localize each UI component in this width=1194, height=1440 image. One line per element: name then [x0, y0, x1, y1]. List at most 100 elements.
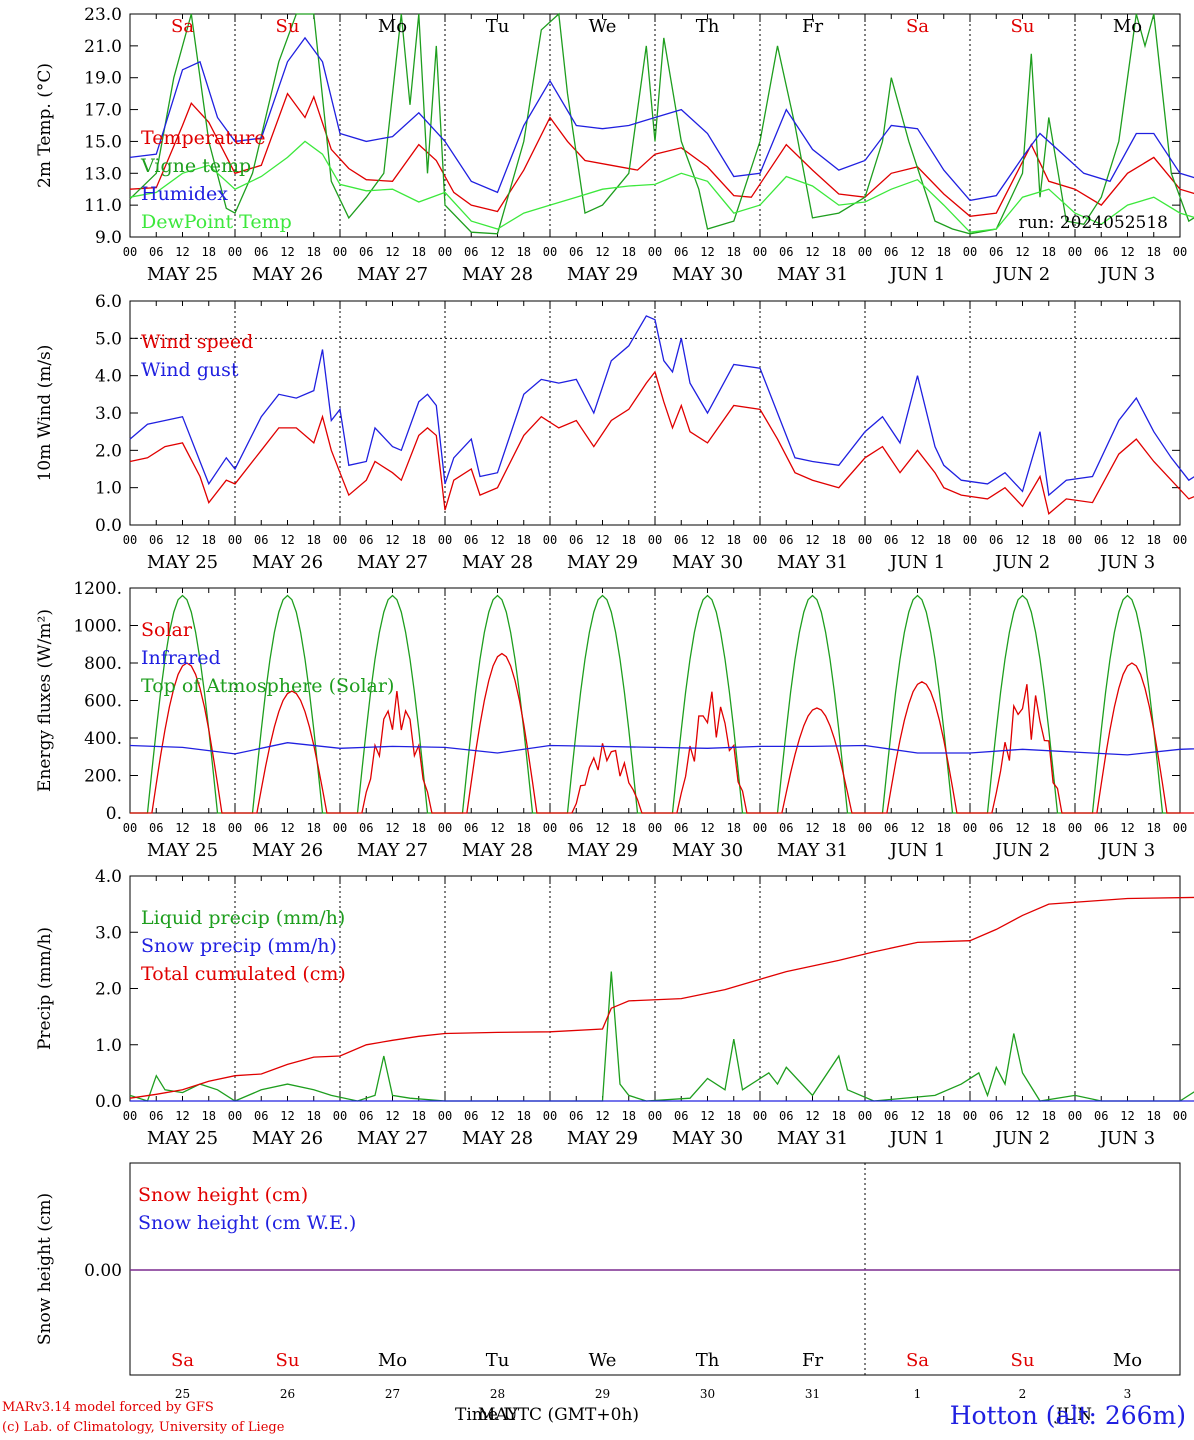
hour-tick-label: 00: [648, 1109, 662, 1123]
series-line-0: [129, 370, 1194, 515]
day-label: MAY 31: [777, 264, 848, 285]
hour-tick-label: 06: [569, 821, 583, 835]
y-tick-label: 0.0: [95, 516, 122, 536]
hour-tick-label: 06: [779, 821, 793, 835]
hour-tick-label: 00: [438, 1109, 452, 1123]
hour-tick-label: 18: [412, 533, 426, 547]
day-label: MAY 27: [357, 552, 428, 573]
hour-tick-label: 06: [674, 1109, 688, 1123]
legend-entry: Liquid precip (mm/h): [141, 907, 345, 929]
hour-tick-label: 00: [333, 533, 347, 547]
hour-tick-label: 00: [543, 533, 557, 547]
day-label: JUN 2: [993, 1128, 1050, 1149]
hour-tick-label: 12: [1015, 533, 1029, 547]
hour-tick-label: 00: [858, 821, 872, 835]
day-label: JUN 1: [888, 264, 945, 285]
hour-tick-label: 12: [280, 533, 294, 547]
x-axis-month-jun: JUN: [1056, 1405, 1093, 1425]
hour-tick-label: 06: [1094, 821, 1108, 835]
weekday-label: We: [589, 1350, 617, 1371]
weekday-label: Tu: [486, 16, 510, 37]
y-tick-label: 15.0: [84, 132, 122, 152]
day-label: MAY 30: [672, 840, 743, 861]
hour-tick-label: 12: [700, 1109, 714, 1123]
hour-tick-label: 18: [517, 533, 531, 547]
bottom-day-number: 1: [914, 1387, 922, 1400]
hour-tick-label: 00: [123, 821, 137, 835]
hour-tick-label: 12: [1120, 245, 1134, 259]
hour-tick-label: 00: [1173, 821, 1187, 835]
day-label: MAY 30: [672, 552, 743, 573]
hour-tick-label: 06: [254, 245, 268, 259]
run-label: run: 2024052518: [1019, 213, 1168, 233]
hour-tick-label: 06: [149, 1109, 163, 1123]
hour-tick-label: 12: [175, 1109, 189, 1123]
hour-tick-label: 06: [1094, 245, 1108, 259]
hour-tick-label: 18: [517, 245, 531, 259]
hour-tick-label: 06: [149, 821, 163, 835]
hour-tick-label: 12: [700, 821, 714, 835]
legend-entry: Total cumulated (cm): [141, 963, 346, 985]
y-tick-label: 11.0: [84, 196, 122, 216]
y-tick-label: 23.0: [84, 5, 122, 25]
hour-tick-label: 00: [648, 533, 662, 547]
day-label: MAY 29: [567, 840, 638, 861]
bottom-day-number: 30: [700, 1387, 715, 1400]
hour-tick-label: 12: [490, 1109, 504, 1123]
hour-tick-label: 12: [280, 1109, 294, 1123]
hour-tick-label: 00: [963, 533, 977, 547]
series-line-0: [129, 92, 1194, 217]
weekday-label: Sa: [171, 16, 194, 37]
bottom-day-number: 27: [385, 1387, 400, 1400]
credit-line-1: MARv3.14 model forced by GFS: [2, 1400, 214, 1415]
y-tick-label: 5.0: [95, 329, 122, 349]
hour-tick-label: 12: [1120, 821, 1134, 835]
hour-tick-label: 06: [254, 821, 268, 835]
hour-tick-label: 18: [832, 821, 846, 835]
hour-tick-label: 00: [753, 533, 767, 547]
hour-tick-label: 00: [438, 245, 452, 259]
x-axis-month-may: MAY: [478, 1405, 519, 1425]
hour-tick-label: 06: [779, 533, 793, 547]
day-label: MAY 27: [357, 264, 428, 285]
weekday-label: Tu: [486, 1350, 510, 1371]
hour-tick-label: 12: [805, 821, 819, 835]
hour-tick-label: 06: [884, 245, 898, 259]
day-label: MAY 31: [777, 1128, 848, 1149]
day-label: JUN 3: [1098, 264, 1155, 285]
y-axis-label: Snow height (cm): [35, 1193, 55, 1345]
day-label: MAY 29: [567, 552, 638, 573]
hour-tick-label: 12: [280, 245, 294, 259]
hour-tick-label: 18: [937, 533, 951, 547]
weekday-label: Fr: [802, 1350, 823, 1371]
weekday-label: Sa: [906, 1350, 929, 1371]
hour-tick-label: 12: [805, 1109, 819, 1123]
y-tick-label: 9.0: [95, 228, 122, 248]
y-tick-label: 13.0: [84, 164, 122, 184]
y-tick-label: 1.0: [95, 479, 122, 499]
weekday-label: Mo: [1113, 16, 1142, 37]
hour-tick-label: 00: [858, 533, 872, 547]
bottom-day-number: 3: [1124, 1387, 1132, 1400]
hour-tick-label: 12: [1120, 533, 1134, 547]
hour-tick-label: 18: [937, 1109, 951, 1123]
hour-tick-label: 18: [307, 821, 321, 835]
hour-tick-label: 06: [989, 821, 1003, 835]
hour-tick-label: 00: [753, 1109, 767, 1123]
y-axis-label: 2m Temp. (°C): [35, 63, 55, 188]
weekday-label: Sa: [171, 1350, 194, 1371]
hour-tick-label: 00: [333, 245, 347, 259]
meteogram: 00 06 12 18 00 06 12 18 00 06 12 18 00 06 12 18 00 06 12 18…: [35, 5, 1194, 1400]
day-label: MAY 29: [567, 264, 638, 285]
hour-tick-label: 12: [490, 821, 504, 835]
day-label: JUN 1: [888, 1128, 945, 1149]
hour-tick-label: 00: [753, 245, 767, 259]
legend-entry: Top of Atmosphere (Solar): [141, 675, 394, 697]
day-label: JUN 2: [993, 840, 1050, 861]
credit-line-2: (c) Lab. of Climatology, University of L…: [2, 1420, 285, 1435]
series-line-infrared: [129, 742, 1194, 756]
hour-tick-label: 06: [569, 1109, 583, 1123]
hour-tick-label: 06: [464, 821, 478, 835]
hour-tick-label: 12: [910, 245, 924, 259]
hour-tick-label: 00: [543, 245, 557, 259]
